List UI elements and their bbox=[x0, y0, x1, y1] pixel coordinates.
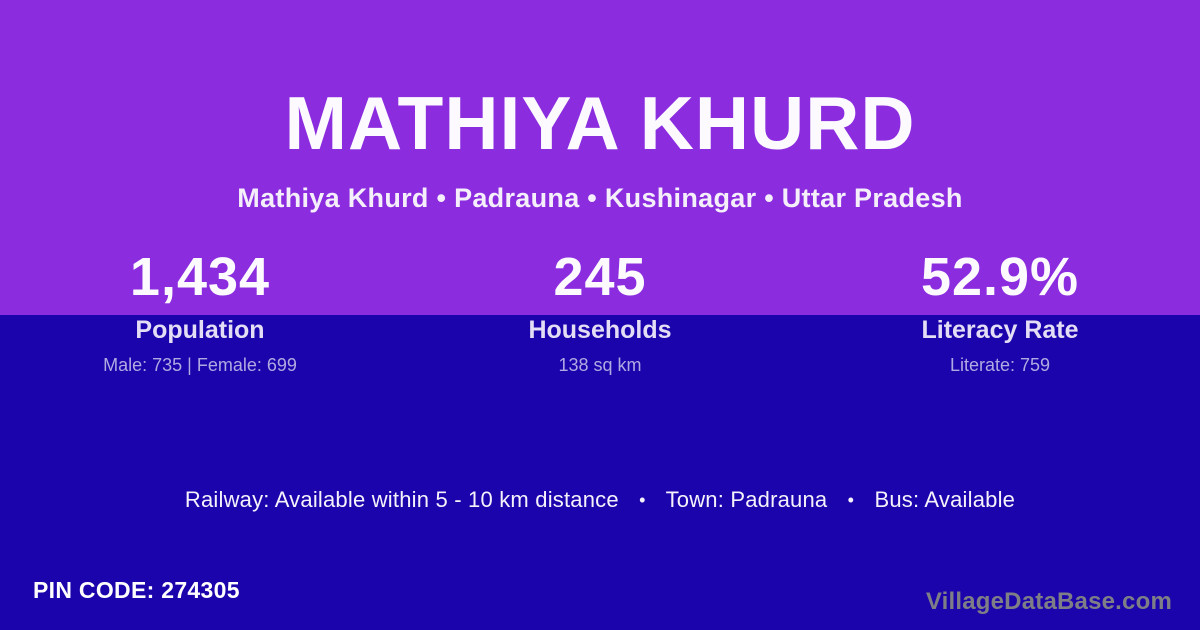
railway-availability: Railway: Available within 5 - 10 km dist… bbox=[184, 487, 619, 512]
households-value: 245 bbox=[553, 247, 647, 307]
literacy-detail: Literate: 759 bbox=[949, 355, 1051, 375]
stat-population: 1,434 Population Male: 735 | Female: 699 bbox=[0, 247, 400, 376]
amenities-line: Railway: Available within 5 - 10 km dist… bbox=[0, 487, 1200, 513]
page-title: MATHIYA KHURD bbox=[284, 81, 916, 165]
population-detail: Male: 735 | Female: 699 bbox=[103, 355, 297, 375]
literacy-value: 52.9% bbox=[920, 247, 1080, 307]
bullet-separator: • bbox=[639, 490, 646, 510]
bottom-section bbox=[0, 315, 1200, 630]
watermark-brand: VillageDataBase.com bbox=[925, 588, 1172, 615]
stat-literacy: 52.9% Literacy Rate Literate: 759 bbox=[800, 247, 1200, 376]
households-detail: 138 sq km bbox=[558, 355, 642, 375]
nearest-town: Town: Padrauna bbox=[665, 487, 828, 512]
location-breadcrumb: Mathiya Khurd • Padrauna • Kushinagar • … bbox=[237, 183, 963, 213]
pin-code: PIN CODE: 274305 bbox=[33, 577, 240, 603]
population-label: Population bbox=[135, 316, 265, 344]
bullet-separator: • bbox=[847, 490, 855, 510]
bus-availability: Bus: Available bbox=[874, 487, 1016, 512]
population-value: 1,434 bbox=[129, 247, 271, 307]
households-label: Households bbox=[528, 316, 672, 344]
literacy-label: Literacy Rate bbox=[921, 316, 1079, 344]
stats-row: 1,434 Population Male: 735 | Female: 699… bbox=[0, 247, 1200, 376]
stat-households: 245 Households 138 sq km bbox=[400, 247, 800, 376]
top-section bbox=[0, 0, 1200, 315]
